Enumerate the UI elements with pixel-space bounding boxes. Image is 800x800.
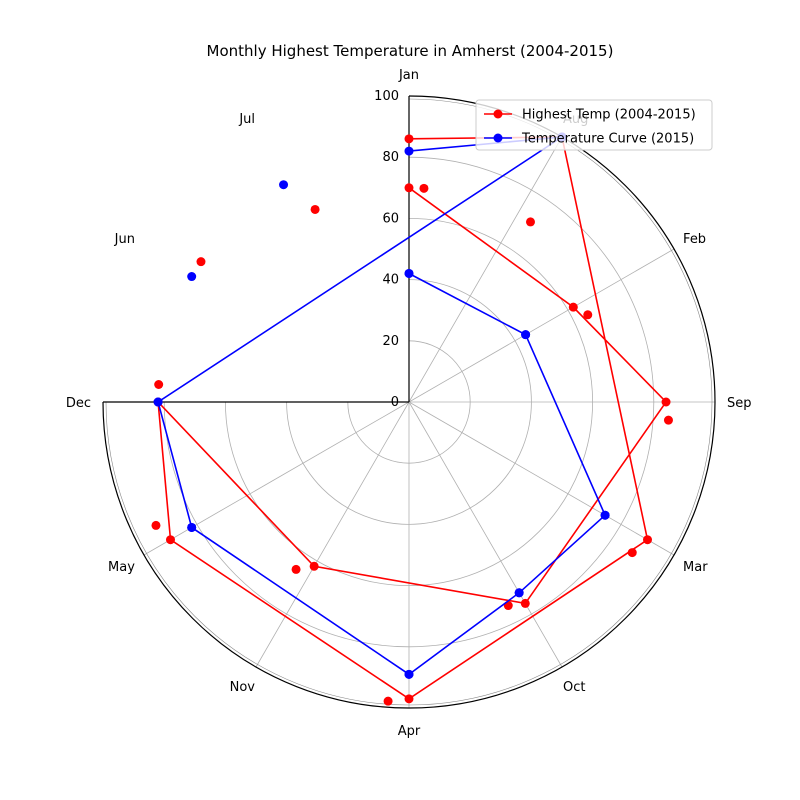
legend-entry-highest-temp: Highest Temp (2004-2015) — [484, 108, 696, 123]
angular-tick-label-jun: Jun — [114, 232, 135, 247]
series-vertex-highest-temp-2004-2015-oct — [520, 598, 530, 608]
angular-tick-label-feb: Feb — [683, 232, 706, 247]
radial-tick-label: 100 — [374, 89, 399, 104]
series-vertex-highest-temp-2004-2015-nov — [309, 561, 319, 571]
data-point-temperature-curve-2015-feb — [521, 330, 531, 340]
angular-gridline-feb — [408, 248, 675, 403]
data-point-highest-temp-2004-2015-may — [151, 520, 161, 530]
radial-gridline — [163, 156, 655, 648]
data-point-highest-temp-2004-2015-dec — [154, 379, 164, 389]
legend-label-temperature-curve: Temperature Curve (2015) — [521, 132, 694, 147]
angular-tick-label-mar: Mar — [683, 560, 708, 575]
radial-tick-label: 80 — [382, 150, 399, 165]
legend-box — [475, 99, 713, 151]
series-highest-temp-2004-2015 — [151, 132, 673, 706]
angular-gridline-may — [143, 401, 410, 556]
data-point-highest-temp-2004-2015-aug — [525, 217, 535, 227]
radial-tick-label: 0 — [391, 395, 399, 410]
outer-spine-arc-inner — [105, 98, 713, 706]
data-point-temperature-curve-2015-jun — [187, 272, 197, 282]
radial-tick-label: 20 — [382, 334, 399, 349]
data-point-temperature-curve-2015-dec — [153, 397, 163, 407]
series-vertex-highest-temp-2004-2015-jan — [404, 134, 414, 144]
data-point-highest-temp-2004-2015-jul — [310, 204, 320, 214]
angular-gridline-mar — [408, 401, 675, 556]
angular-gridline-nov — [255, 401, 410, 668]
radial-gridline — [347, 340, 471, 464]
series-vertex-highest-temp-2004-2015-feb — [568, 302, 578, 312]
angular-tick-label-dec: Dec — [66, 396, 91, 411]
angular-tick-label-sep: Sep — [727, 396, 752, 411]
polar-spine — [102, 95, 716, 709]
radial-tick-label: 40 — [382, 273, 399, 288]
radial-gridline — [286, 279, 532, 525]
data-point-temperature-curve-2015-may — [187, 522, 197, 532]
series-line-highest-temp-2004-2015 — [157, 136, 668, 700]
legend-label-highest-temp: Highest Temp (2004-2015) — [522, 108, 696, 123]
outer-spine-arc — [102, 95, 716, 709]
angular-tick-label-may: May — [108, 560, 135, 575]
angular-tick-label-nov: Nov — [230, 680, 256, 695]
series-layer — [151, 132, 673, 706]
legend-marker-highest-temp — [493, 109, 503, 119]
data-point-temperature-curve-2015-mar — [600, 510, 610, 520]
data-point-highest-temp-2004-2015-apr — [383, 696, 393, 706]
radial-gridline — [225, 218, 593, 586]
legend-marker-temperature-curve — [493, 133, 503, 143]
angular-tick-label-jul: Jul — [238, 112, 255, 127]
angular-tick-label-jan: Jan — [398, 68, 419, 83]
angular-gridline-oct — [408, 401, 563, 668]
angular-tick-label-oct: Oct — [563, 680, 585, 695]
series-vertex-highest-temp-2004-2015-sep — [661, 397, 671, 407]
series-vertex-highest-temp-2004-2015-apr — [404, 694, 414, 704]
angular-tick-label-apr: Apr — [398, 724, 421, 739]
series-vertex-temperature-curve-2015-jan — [404, 146, 414, 156]
data-point-temperature-curve-2015-oct — [514, 588, 524, 598]
data-point-highest-temp-2004-2015-mar — [627, 548, 637, 558]
data-point-highest-temp-2004-2015-feb — [583, 310, 593, 320]
legend: Highest Temp (2004-2015) Temperature Cur… — [475, 99, 713, 151]
series-vertex-highest-temp-2004-2015-jan — [404, 183, 414, 193]
data-point-highest-temp-2004-2015-jan — [419, 183, 429, 193]
data-point-highest-temp-2004-2015-nov — [291, 564, 301, 574]
series-vertex-highest-temp-2004-2015-may — [165, 535, 175, 545]
angular-gridline-aug — [408, 136, 563, 403]
data-point-highest-temp-2004-2015-sep — [663, 415, 673, 425]
chart-title: Monthly Highest Temperature in Amherst (… — [207, 42, 614, 60]
data-point-temperature-curve-2015-jan — [404, 268, 414, 278]
data-point-temperature-curve-2015-jul — [279, 180, 289, 190]
data-point-highest-temp-2004-2015-jun — [196, 257, 206, 267]
data-point-temperature-curve-2015-apr — [404, 669, 414, 679]
legend-entry-temperature-curve: Temperature Curve (2015) — [484, 132, 694, 147]
radial-tick-label: 60 — [382, 211, 399, 226]
series-vertex-highest-temp-2004-2015-mar — [643, 535, 653, 545]
